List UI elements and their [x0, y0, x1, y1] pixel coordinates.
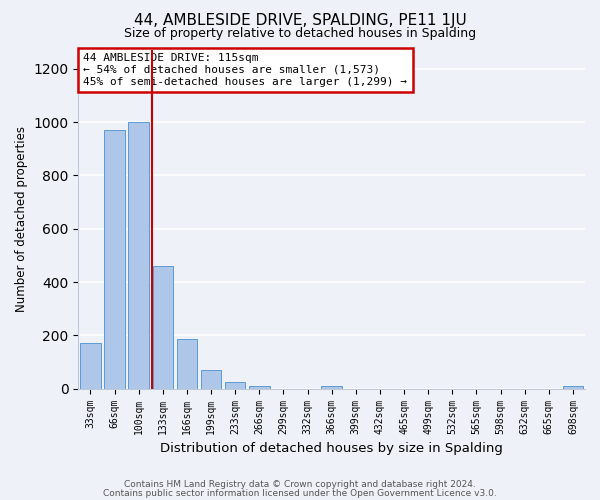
Text: Contains HM Land Registry data © Crown copyright and database right 2024.: Contains HM Land Registry data © Crown c…	[124, 480, 476, 489]
Bar	[225, 382, 245, 388]
Bar	[104, 130, 125, 388]
Bar	[322, 386, 342, 388]
Text: 44 AMBLESIDE DRIVE: 115sqm
← 54% of detached houses are smaller (1,573)
45% of s: 44 AMBLESIDE DRIVE: 115sqm ← 54% of deta…	[83, 54, 407, 86]
Y-axis label: Number of detached properties: Number of detached properties	[15, 126, 28, 312]
Bar	[201, 370, 221, 388]
Bar	[177, 340, 197, 388]
Bar	[563, 386, 583, 388]
Text: 44, AMBLESIDE DRIVE, SPALDING, PE11 1JU: 44, AMBLESIDE DRIVE, SPALDING, PE11 1JU	[134, 12, 466, 28]
X-axis label: Distribution of detached houses by size in Spalding: Distribution of detached houses by size …	[160, 442, 503, 455]
Text: Contains public sector information licensed under the Open Government Licence v3: Contains public sector information licen…	[103, 488, 497, 498]
Bar	[152, 266, 173, 388]
Bar	[249, 386, 269, 388]
Bar	[80, 344, 101, 388]
Text: Size of property relative to detached houses in Spalding: Size of property relative to detached ho…	[124, 28, 476, 40]
Bar	[128, 122, 149, 388]
